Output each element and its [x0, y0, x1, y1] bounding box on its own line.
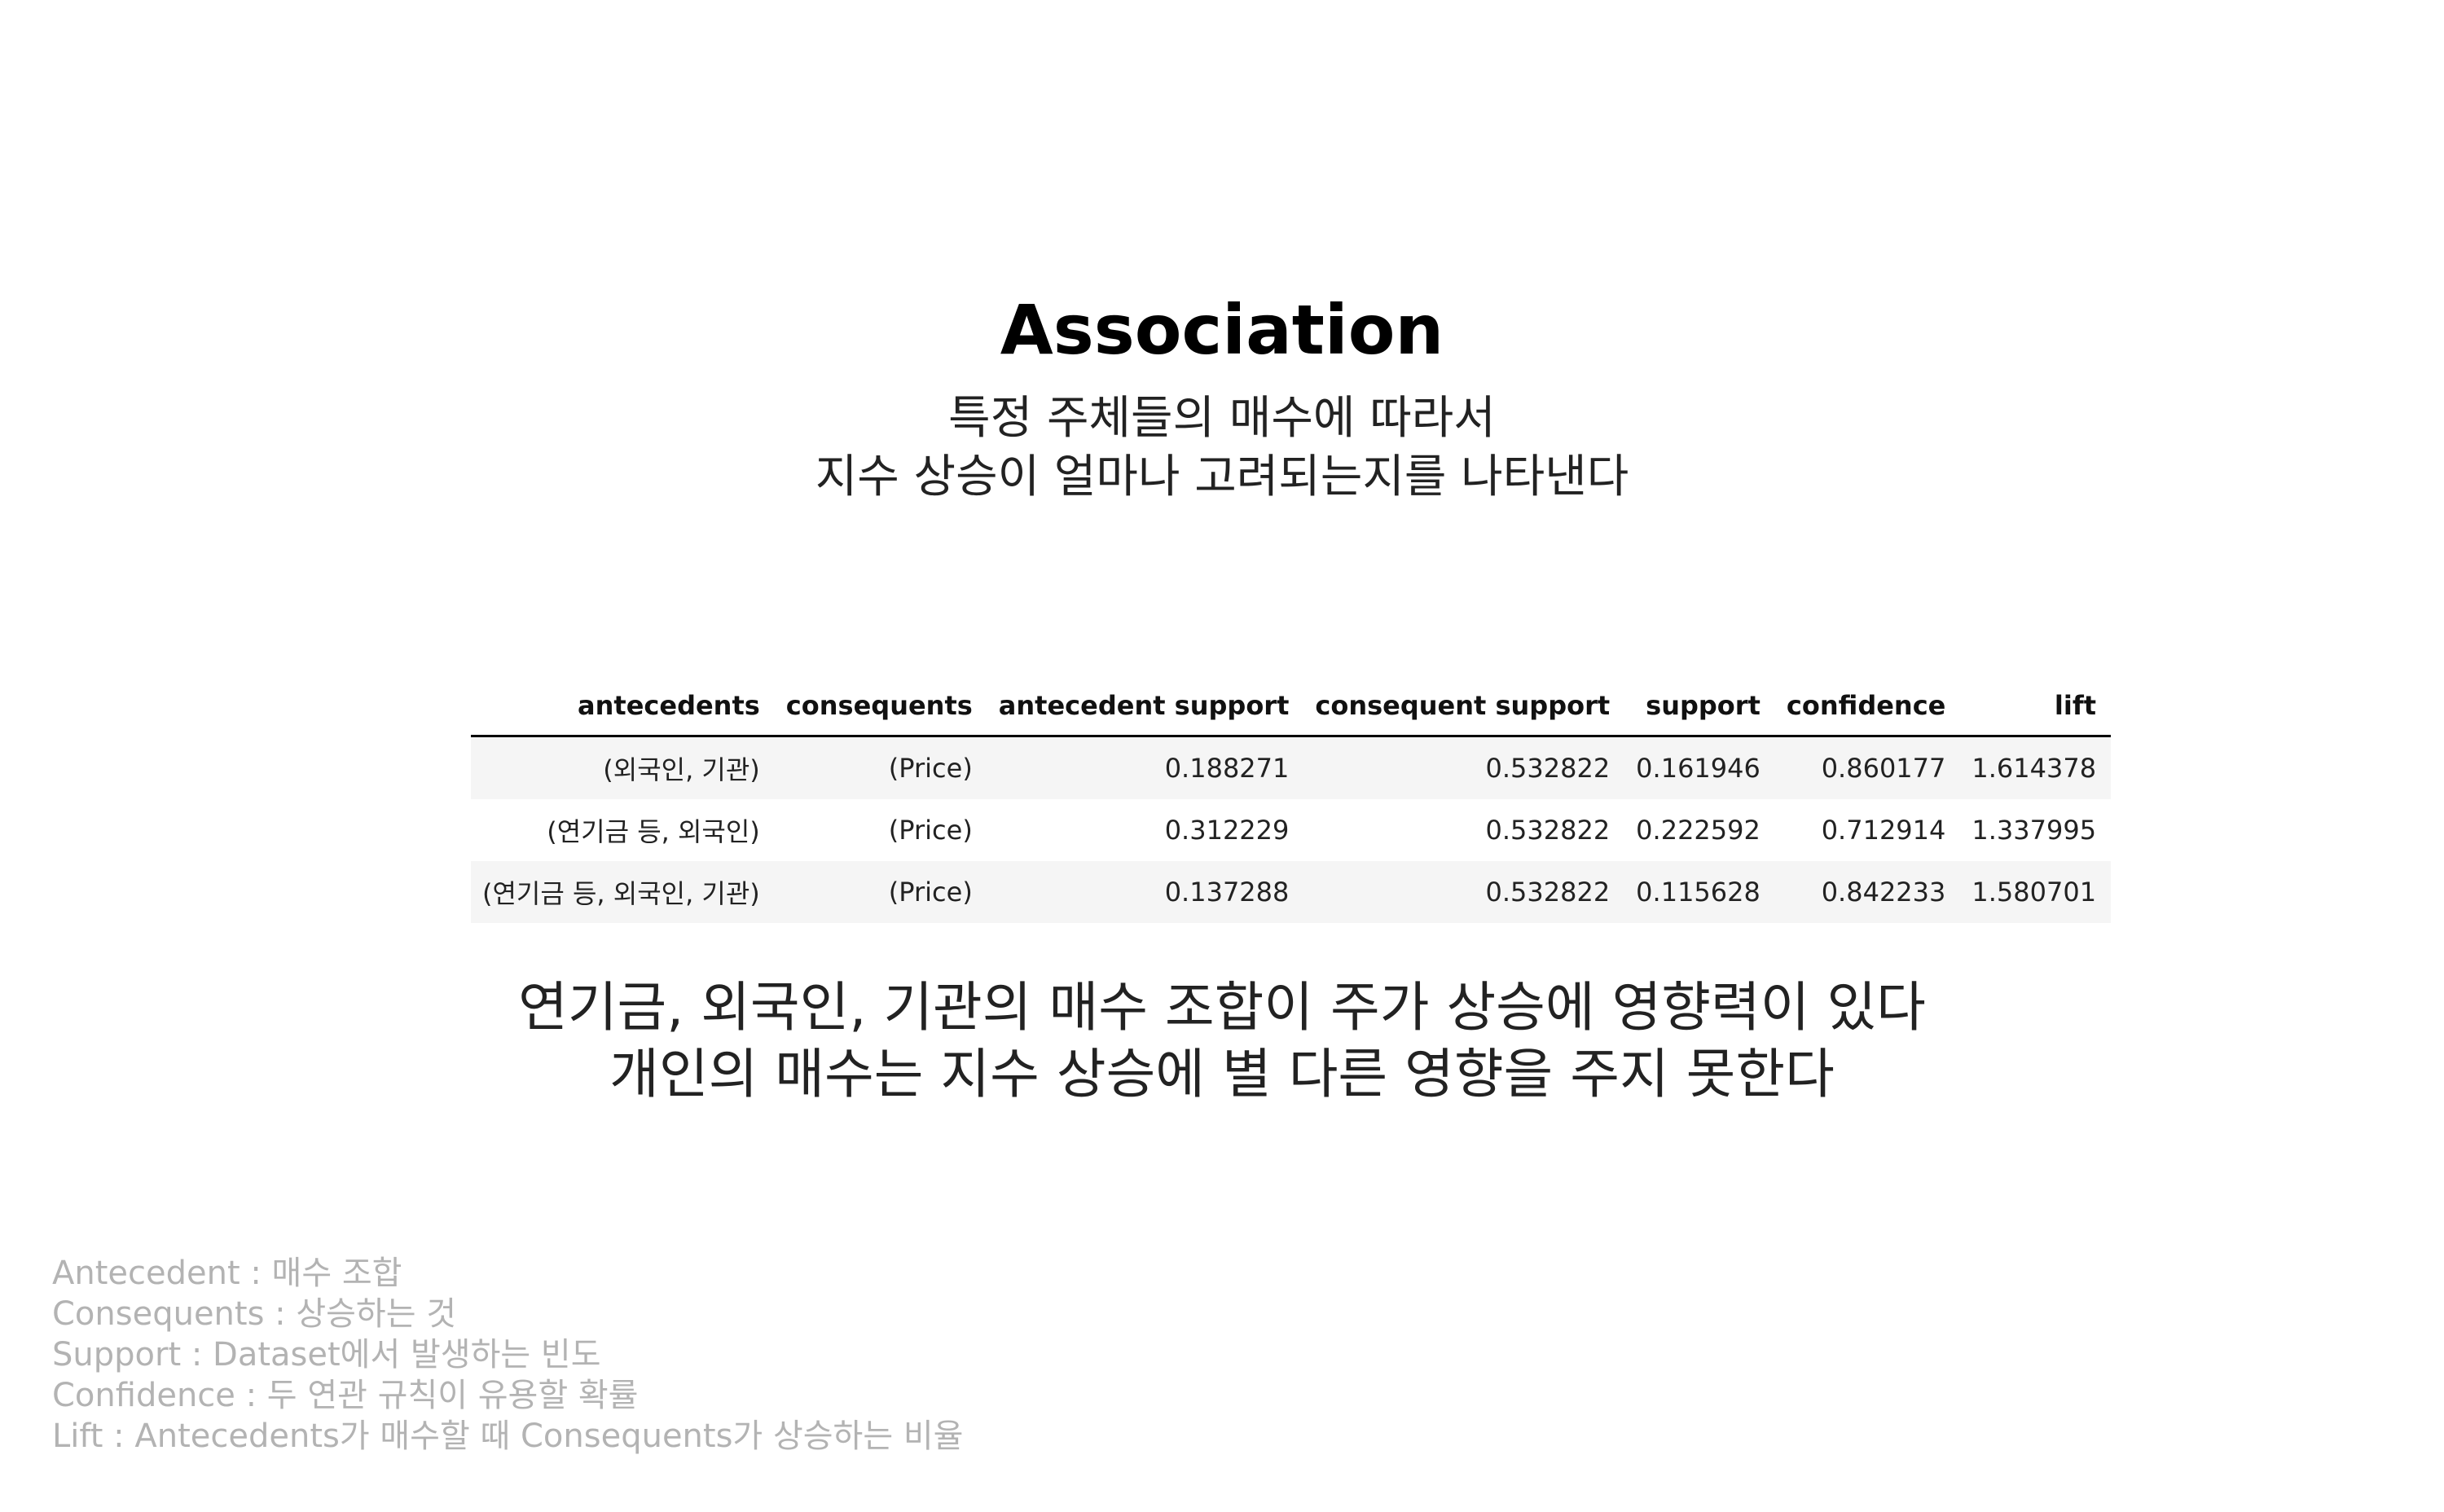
column-header-consequents: consequents	[774, 676, 987, 737]
glossary-item-confidence: Confidence : 두 연관 규칙이 유용할 확률	[52, 1377, 639, 1414]
page-title: Association	[1000, 290, 1444, 370]
cell-lift: 1.337995	[1971, 815, 2097, 846]
column-header-support: support	[1624, 676, 1775, 737]
conclusion-line: 개인의 매수는 지수 상승에 별 다른 영향을 주지 못한다	[609, 1043, 1835, 1105]
subtitle-line: 특정 주체들의 매수에 따라서	[948, 392, 1496, 445]
cell-lift: 1.580701	[1971, 877, 2097, 908]
table-row: (연기금 등, 외국인) (Price) 0.312229 0.532822 0…	[471, 799, 2112, 861]
column-header-lift: lift	[1960, 676, 2112, 737]
cell-confidence: 0.842233	[1821, 877, 1946, 908]
table-row: (연기금 등, 외국인, 기관) (Price) 0.137288 0.5328…	[471, 861, 2112, 923]
column-header-antecedents: antecedents	[471, 676, 775, 737]
cell-consequent-support: 0.532822	[1485, 877, 1611, 908]
glossary-item-consequents: Consequents : 상승하는 것	[52, 1295, 457, 1333]
cell-consequent-support: 0.532822	[1485, 753, 1611, 784]
table-row: (외국인, 기관) (Price) 0.188271 0.532822 0.16…	[471, 736, 2112, 799]
conclusion-line: 연기금, 외국인, 기관의 매수 조합이 주가 상승에 영향력이 있다	[518, 976, 1926, 1039]
cell-antecedents: (연기금 등, 외국인)	[547, 816, 760, 847]
cell-antecedents: (연기금 등, 외국인, 기관)	[482, 878, 760, 909]
table-header-row: antecedents consequents antecedent suppo…	[471, 676, 2112, 737]
cell-antecedent-support: 0.312229	[1164, 815, 1290, 846]
cell-lift: 1.614378	[1971, 753, 2097, 784]
cell-antecedents: (외국인, 기관)	[603, 754, 760, 785]
cell-antecedent-support: 0.188271	[1164, 753, 1290, 784]
glossary-item-lift: Lift : Antecedents가 매수할 때 Consequents가 상…	[52, 1418, 964, 1455]
subtitle: 특정 주체들의 매수에 따라서 지수 상승이 얼마나 고려되는지를 나타낸다	[0, 389, 2444, 507]
cell-support: 0.115628	[1636, 877, 1760, 908]
subtitle-line: 지수 상승이 얼마나 고려되는지를 나타낸다	[815, 451, 1629, 503]
cell-consequents: (Price)	[888, 815, 973, 846]
glossary-item-support: Support : Dataset에서 발생하는 빈도	[52, 1336, 601, 1374]
column-header-antecedent-support: antecedent support	[987, 676, 1304, 737]
cell-support: 0.222592	[1636, 815, 1760, 846]
cell-support: 0.161946	[1636, 753, 1760, 784]
column-header-confidence: confidence	[1774, 676, 1961, 737]
conclusion: 연기금, 외국인, 기관의 매수 조합이 주가 상승에 영향력이 있다 개인의 …	[0, 974, 2444, 1108]
glossary-item-antecedent: Antecedent : 매수 조합	[52, 1255, 402, 1292]
column-header-consequent-support: consequent support	[1303, 676, 1625, 737]
association-rules-table: antecedents consequents antecedent suppo…	[471, 676, 2112, 923]
cell-consequent-support: 0.532822	[1485, 815, 1611, 846]
cell-consequents: (Price)	[888, 877, 973, 908]
cell-antecedent-support: 0.137288	[1164, 877, 1290, 908]
cell-confidence: 0.712914	[1821, 815, 1946, 846]
glossary: Antecedent : 매수 조합 Consequents : 상승하는 것 …	[52, 1253, 963, 1457]
cell-consequents: (Price)	[888, 753, 973, 784]
cell-confidence: 0.860177	[1821, 753, 1946, 784]
rules-table: antecedents consequents antecedent suppo…	[471, 676, 2112, 923]
